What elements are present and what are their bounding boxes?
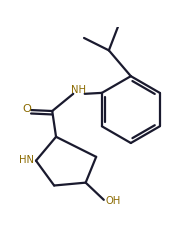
Text: NH: NH: [71, 85, 87, 95]
Text: HN: HN: [19, 155, 34, 165]
Text: O: O: [22, 104, 31, 114]
Text: OH: OH: [105, 196, 121, 206]
